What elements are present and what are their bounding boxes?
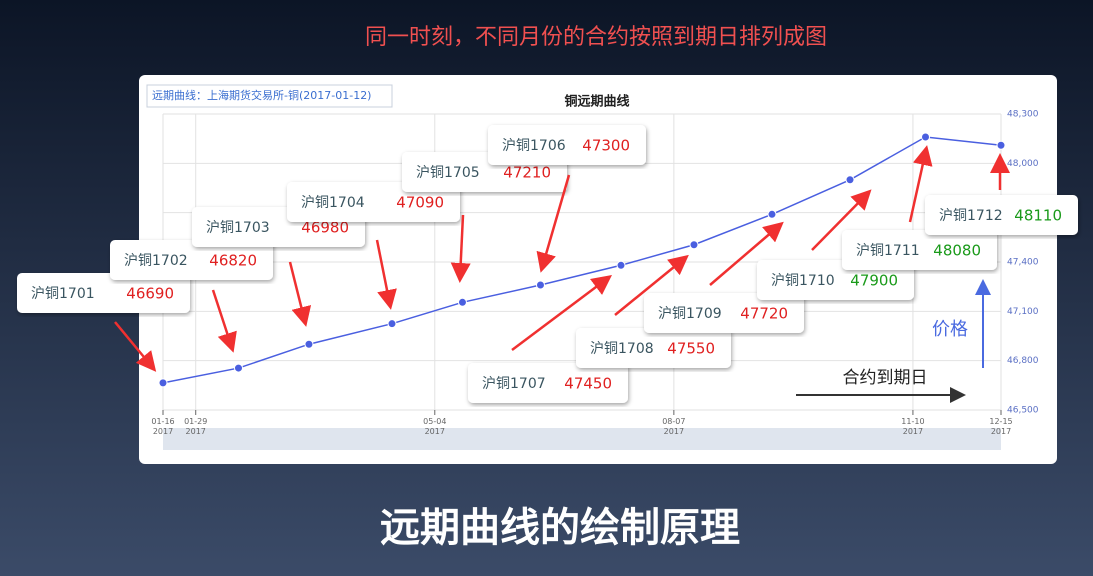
callout-box bbox=[576, 328, 731, 368]
point bbox=[845, 175, 855, 185]
point bbox=[689, 240, 699, 250]
x-tick-label: 12-15 2017 bbox=[989, 417, 1012, 436]
line bbox=[162, 136, 1002, 384]
callout-value: 47210 bbox=[503, 164, 551, 182]
y-tick-label: 46,800 bbox=[1007, 356, 1039, 366]
chart-subtitle: 远期曲线：上海期货交易所-铜(2017-01-12) bbox=[152, 88, 371, 102]
callout-name: 沪铜1701 bbox=[31, 286, 95, 302]
callout-value: 48080 bbox=[933, 242, 981, 260]
callout-arrow bbox=[375, 239, 397, 310]
callout-arrow bbox=[811, 189, 872, 251]
point bbox=[457, 297, 467, 307]
callout-name: 沪铜1703 bbox=[206, 220, 270, 236]
callout-arrow bbox=[614, 254, 689, 316]
x-tick-label: 01-16 2017 bbox=[151, 417, 174, 436]
callout-name: 沪铜1708 bbox=[590, 341, 654, 357]
callout-value: 46820 bbox=[209, 252, 257, 270]
point bbox=[616, 260, 626, 270]
callout-value: 48110 bbox=[1014, 207, 1062, 225]
point bbox=[535, 280, 545, 290]
callout-name: 沪铜1709 bbox=[658, 306, 722, 322]
callout-name: 沪铜1710 bbox=[771, 273, 835, 289]
callout-box bbox=[925, 195, 1078, 235]
callout-name: 沪铜1706 bbox=[502, 138, 566, 154]
point bbox=[304, 339, 314, 349]
callout-arrow bbox=[114, 321, 157, 372]
callout-name: 沪铜1712 bbox=[939, 208, 1003, 224]
callout-box bbox=[468, 363, 628, 403]
callout-value: 47550 bbox=[667, 340, 715, 358]
y-tick-label: 47,400 bbox=[1007, 258, 1039, 268]
chart-title: 铜远期曲线 bbox=[563, 94, 629, 110]
range-slider[interactable] bbox=[163, 428, 1001, 450]
callout-arrow bbox=[709, 221, 784, 286]
x-arrow-label: 合约到期日 bbox=[843, 368, 928, 388]
point bbox=[921, 132, 931, 142]
subtitle-box bbox=[146, 84, 393, 108]
point bbox=[233, 363, 243, 373]
callout-value: 47720 bbox=[740, 305, 788, 323]
slide-title: 远期曲线的绘制原理 bbox=[380, 505, 740, 551]
callout-box bbox=[842, 230, 997, 270]
point bbox=[767, 209, 777, 219]
callout-box bbox=[17, 273, 190, 313]
slide-heading: 同一时刻，不同月份的合约按照到期日排列成图 bbox=[365, 25, 827, 50]
y-tick-label: 46,500 bbox=[1007, 406, 1039, 416]
callout-value: 46690 bbox=[126, 285, 174, 303]
callout-value: 47450 bbox=[564, 375, 612, 393]
callout-value: 46980 bbox=[301, 219, 349, 237]
x-tick-label: 11-10 2017 bbox=[901, 417, 924, 436]
x-tick-label: 08-07 2017 bbox=[662, 417, 685, 436]
point bbox=[158, 378, 168, 388]
point bbox=[387, 319, 397, 329]
y-tick-label: 47,100 bbox=[1007, 307, 1039, 317]
y-arrow-label: 价格 bbox=[932, 319, 968, 340]
x-tick-label: 05-04 2017 bbox=[423, 417, 446, 436]
callout-arrow bbox=[450, 214, 471, 283]
callout-box bbox=[110, 240, 273, 280]
callout-name: 沪铜1702 bbox=[124, 253, 188, 269]
x-tick-label: 01-29 2017 bbox=[184, 417, 207, 436]
callout-name: 沪铜1707 bbox=[482, 376, 546, 392]
callout-arrow bbox=[288, 261, 312, 327]
chart-card bbox=[139, 75, 1057, 464]
callout-name: 沪铜1711 bbox=[856, 243, 920, 259]
callout-value: 47900 bbox=[850, 272, 898, 290]
callout-arrow bbox=[908, 145, 933, 223]
callout-arrow bbox=[211, 289, 237, 353]
callout-value: 47300 bbox=[582, 137, 630, 155]
y-tick-label: 48,300 bbox=[1007, 110, 1039, 120]
callout-box bbox=[488, 125, 646, 165]
callout-value: 47090 bbox=[396, 194, 444, 212]
callout-name: 沪铜1705 bbox=[416, 165, 480, 181]
callout-arrow bbox=[536, 174, 571, 273]
callout-name: 沪铜1704 bbox=[301, 195, 365, 211]
point bbox=[996, 140, 1006, 150]
y-tick-label: 48,000 bbox=[1007, 159, 1039, 169]
callout-arrow bbox=[511, 275, 612, 351]
callout-box bbox=[644, 293, 804, 333]
